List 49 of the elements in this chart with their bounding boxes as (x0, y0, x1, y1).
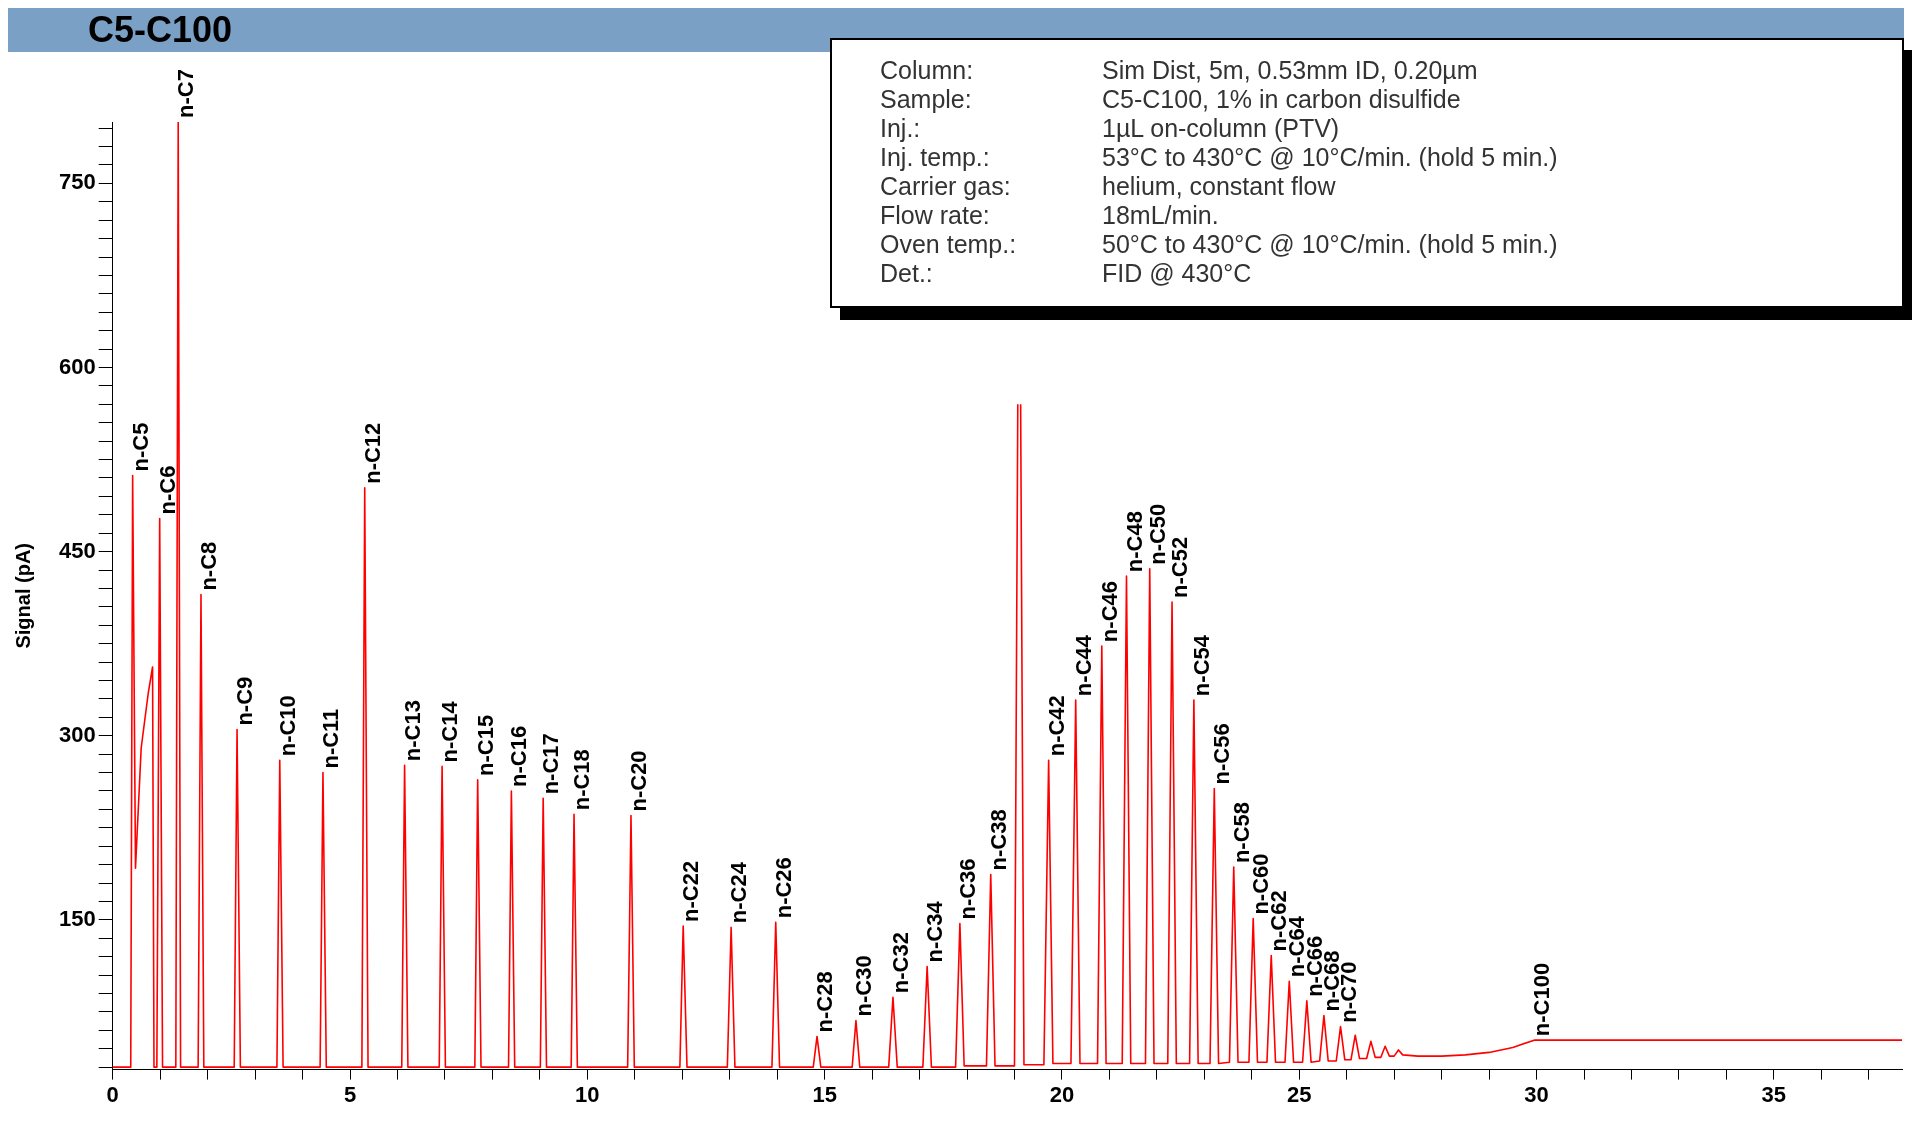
annotation: n-C22 (678, 860, 704, 922)
chart-title: C5-C100 (8, 8, 1904, 52)
annotation: n-C48 (1121, 511, 1147, 573)
annotation: n-C5 (127, 422, 153, 472)
annotation: n-C7 (173, 69, 199, 118)
annotation: n-C28 (812, 971, 838, 1033)
annotation: n-C24 (726, 861, 752, 924)
annotation: n-C15 (472, 714, 498, 776)
annotation: n-C14 (437, 700, 463, 763)
x-tick-label: 35 (1761, 1081, 1787, 1107)
annotation: n-C9 (232, 676, 258, 726)
x-tick-label: 0 (106, 1081, 119, 1107)
annotation: n-C30 (851, 955, 877, 1017)
annotation: n-C13 (399, 700, 425, 762)
annotation: n-C32 (888, 932, 914, 994)
annotation: n-C52 (1167, 536, 1193, 598)
annotation: n-C46 (1096, 581, 1122, 643)
annotation: n-C6 (154, 465, 180, 515)
annotation: n-C20 (626, 750, 652, 812)
y-tick-label: 600 (58, 353, 96, 379)
annotation: n-C54 (1188, 634, 1214, 697)
x-tick-label: 5 (343, 1081, 357, 1107)
annotation: n-C58 (1228, 801, 1254, 864)
annotation: n-C50 (1144, 503, 1170, 565)
annotation: n-C44 (1070, 634, 1096, 697)
annotation: n-C26 (770, 857, 796, 919)
x-tick-label: 25 (1287, 1081, 1312, 1107)
y-tick-label: 150 (58, 905, 96, 931)
y-tick-label: 300 (58, 721, 96, 747)
annotation: n-C10 (274, 695, 300, 757)
annotation: n-C8 (196, 541, 222, 591)
y-tick-label: 450 (58, 537, 96, 563)
y-tick-label: 750 (58, 169, 96, 195)
annotation: n-C16 (506, 725, 532, 787)
x-tick-label: 30 (1524, 1081, 1549, 1107)
x-tick-label: 10 (575, 1081, 600, 1107)
annotation: n-C17 (538, 733, 564, 795)
annotation: n-C11 (318, 708, 344, 769)
x-tick-label: 15 (812, 1081, 837, 1107)
y-axis-title: Signal (pA) (11, 543, 34, 649)
annotation: n-C36 (954, 858, 980, 920)
annotation: n-C12 (359, 422, 385, 484)
annotation: n-C42 (1043, 695, 1069, 757)
annotation: n-C18 (569, 749, 595, 811)
annotation: n-C56 (1209, 723, 1235, 785)
x-tick-label: 20 (1049, 1081, 1075, 1107)
annotation: n-C100 (1529, 962, 1555, 1037)
annotation: n-C38 (985, 809, 1011, 871)
annotation: n-C34 (922, 900, 948, 963)
